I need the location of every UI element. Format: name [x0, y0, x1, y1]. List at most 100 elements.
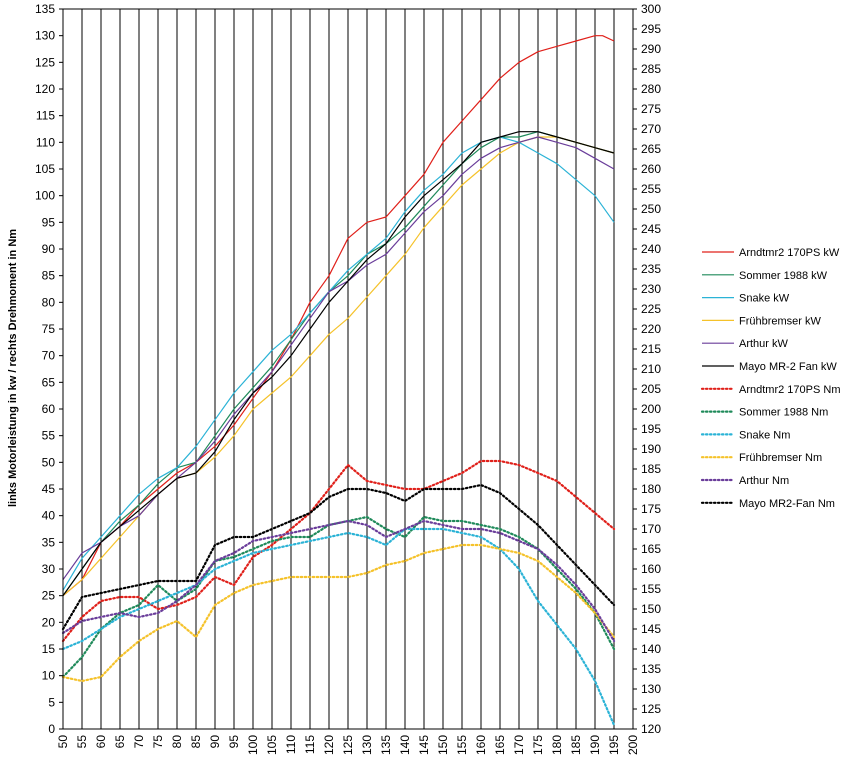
x-tick-label: 85 [189, 735, 203, 749]
left-tick-label: 50 [42, 455, 56, 469]
left-tick-label: 100 [35, 189, 55, 203]
left-tick-label: 25 [42, 589, 56, 603]
right-tick-label: 200 [641, 402, 661, 416]
left-tick-label: 10 [42, 669, 56, 683]
legend-label: Arthur Nm [739, 475, 789, 487]
series-line [62, 136, 615, 591]
left-tick-label: 125 [35, 55, 55, 69]
x-tick-label: 140 [398, 735, 412, 755]
legend-label: Arndtmr2 170PS Nm [739, 384, 840, 396]
right-tick-label: 265 [641, 142, 661, 156]
right-tick-label: 240 [641, 242, 661, 256]
left-tick-label: 45 [42, 482, 56, 496]
series-line [61, 543, 616, 683]
legend: Arndtmr2 170PS kW Sommer 1988 kW Snake kW F… [700, 247, 840, 510]
left-tick-label: 15 [42, 642, 56, 656]
series-line [61, 459, 616, 643]
right-tick-label: 235 [641, 262, 661, 276]
series-line [62, 131, 615, 597]
right-tick-label: 145 [641, 622, 661, 636]
series-line [62, 35, 615, 597]
left-tick-label: 55 [42, 429, 56, 443]
left-tick-label: 90 [42, 242, 56, 256]
x-tick-label: 80 [170, 735, 184, 749]
x-tick-label: 195 [607, 735, 621, 755]
right-tick-label: 125 [641, 702, 661, 716]
right-tick-label: 220 [641, 322, 661, 336]
x-tick-label: 70 [132, 735, 146, 749]
left-tick-label: 110 [36, 135, 55, 149]
right-tick-label: 250 [641, 202, 661, 216]
series-line [62, 131, 615, 597]
left-tick-label: 85 [42, 269, 56, 283]
x-tick-label: 105 [265, 735, 279, 755]
series-line [61, 483, 616, 631]
legend-label: Sommer 1988 Nm [739, 407, 828, 419]
y-axis-label: links Motorleistung in kw / rechts Drehm… [7, 229, 19, 507]
series-line [62, 136, 615, 581]
left-tick-label: 95 [42, 215, 56, 229]
x-tick-label: 130 [360, 735, 374, 755]
x-tick-label: 200 [626, 735, 640, 755]
left-tick-label: 30 [42, 562, 56, 576]
legend-label: Frühbremser kW [739, 315, 822, 327]
right-tick-label: 180 [641, 482, 661, 496]
left-tick-label: 60 [42, 402, 56, 416]
x-tick-label: 55 [75, 735, 89, 749]
right-tick-label: 160 [641, 562, 661, 576]
left-tick-label: 0 [48, 722, 55, 736]
right-tick-label: 175 [641, 502, 661, 516]
left-tick-label: 130 [35, 29, 55, 43]
right-tick-label: 300 [641, 2, 661, 16]
right-tick-label: 170 [641, 522, 661, 536]
right-tick-label: 215 [641, 342, 661, 356]
right-tick-label: 245 [641, 222, 661, 236]
right-tick-label: 230 [641, 282, 661, 296]
x-tick-label: 125 [341, 735, 355, 755]
x-tick-label: 155 [455, 735, 469, 755]
right-tick-label: 195 [641, 422, 661, 436]
left-tick-label: 70 [42, 349, 56, 363]
x-tick-label: 145 [417, 735, 431, 755]
x-tick-label: 60 [94, 735, 108, 749]
left-tick-label: 5 [48, 695, 55, 709]
right-axis-ticks: 120 125 130 135 140 145 150 155 160 165 170 175 180 1… [633, 2, 661, 736]
right-tick-label: 295 [641, 22, 661, 36]
right-tick-label: 135 [641, 662, 661, 676]
right-tick-label: 290 [641, 42, 661, 56]
left-tick-label: 20 [42, 615, 56, 629]
x-tick-label: 95 [227, 735, 241, 749]
legend-label: Arndtmr2 170PS kW [739, 247, 840, 259]
right-tick-label: 225 [641, 302, 661, 316]
legend-label: Arthur kW [739, 338, 789, 350]
series-line [61, 519, 616, 643]
right-tick-label: 155 [641, 582, 661, 596]
left-tick-label: 105 [35, 162, 55, 176]
right-tick-label: 185 [641, 462, 661, 476]
right-tick-label: 280 [641, 82, 661, 96]
right-tick-label: 205 [641, 382, 661, 396]
x-tick-label: 75 [151, 735, 165, 749]
x-tick-label: 180 [550, 735, 564, 755]
x-tick-label: 90 [208, 735, 222, 749]
left-tick-label: 135 [35, 2, 55, 16]
left-tick-label: 75 [42, 322, 56, 336]
right-tick-label: 260 [641, 162, 661, 176]
right-tick-label: 130 [641, 682, 661, 696]
series-line [61, 527, 616, 727]
x-tick-label: 135 [379, 735, 393, 755]
x-tick-label: 65 [113, 735, 127, 749]
right-tick-label: 150 [641, 602, 661, 616]
x-tick-label: 110 [284, 735, 298, 754]
series-line [61, 515, 616, 679]
left-axis-ticks: 0 5 10 15 20 25 30 35 40 45 50 55 60 65 70 75 80 85 90 95 10… [35, 2, 63, 736]
left-tick-label: 35 [42, 535, 56, 549]
left-tick-label: 65 [42, 375, 56, 389]
x-tick-label: 190 [588, 735, 602, 755]
grid-lines [62, 9, 634, 729]
left-tick-label: 40 [42, 509, 56, 523]
x-tick-label: 150 [436, 735, 450, 755]
x-tick-label: 185 [569, 735, 583, 755]
right-tick-label: 285 [641, 62, 661, 76]
